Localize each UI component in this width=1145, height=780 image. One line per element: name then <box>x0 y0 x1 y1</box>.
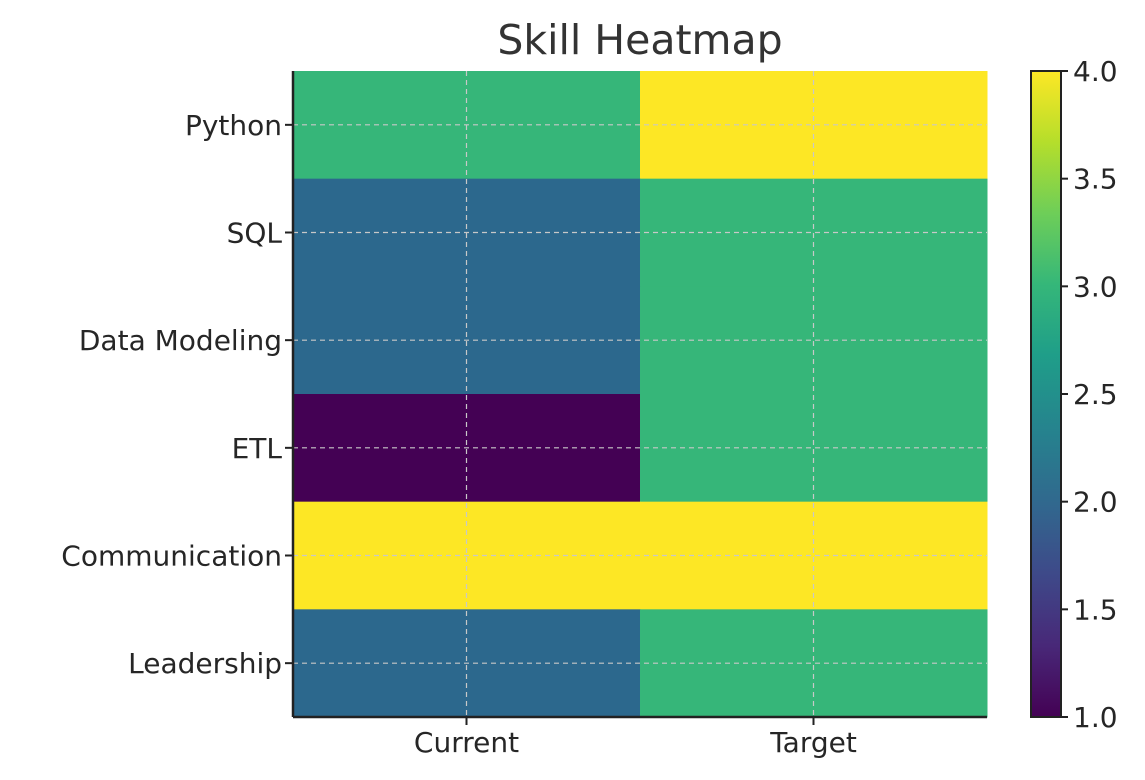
x-tick-labels: Current Target <box>414 717 857 759</box>
y-tick-label: SQL <box>227 217 283 250</box>
axes <box>291 71 987 719</box>
y-tick-label: Communication <box>61 540 282 573</box>
heatmap-cell <box>640 178 988 287</box>
heatmap-cell <box>640 501 988 610</box>
colorbar-tick-label: 2.5 <box>1073 378 1118 411</box>
y-tick-label: Data Modeling <box>79 324 282 357</box>
colorbar-tick-label: 1.0 <box>1073 701 1118 734</box>
heatmap-cell <box>640 609 988 718</box>
y-tick-label: Leadership <box>128 647 282 680</box>
chart-title: Skill Heatmap <box>497 16 782 64</box>
colorbar-gradient <box>1030 70 1062 718</box>
x-tick-label: Target <box>769 726 857 759</box>
y-tick-label: ETL <box>232 432 283 465</box>
colorbar-tick-label: 3.0 <box>1073 270 1118 303</box>
colorbar-tick-label: 3.5 <box>1073 163 1118 196</box>
colorbar: 1.0 1.5 2.0 2.5 3.0 3.5 4.0 <box>1030 55 1118 734</box>
x-tick-label: Current <box>414 726 519 759</box>
y-tick-label: Python <box>185 109 282 142</box>
heatmap-cell <box>640 286 988 395</box>
colorbar-tick-label: 4.0 <box>1073 55 1118 88</box>
colorbar-tick-label: 2.0 <box>1073 486 1118 519</box>
colorbar-ticks: 1.0 1.5 2.0 2.5 3.0 3.5 4.0 <box>1061 55 1118 734</box>
heatmap-cells <box>293 71 988 718</box>
heatmap-cell <box>640 394 988 503</box>
gridlines <box>293 71 987 717</box>
colorbar-tick-label: 1.5 <box>1073 593 1118 626</box>
y-tick-labels: Python SQL Data Modeling ETL Communication Le… <box>61 109 293 680</box>
